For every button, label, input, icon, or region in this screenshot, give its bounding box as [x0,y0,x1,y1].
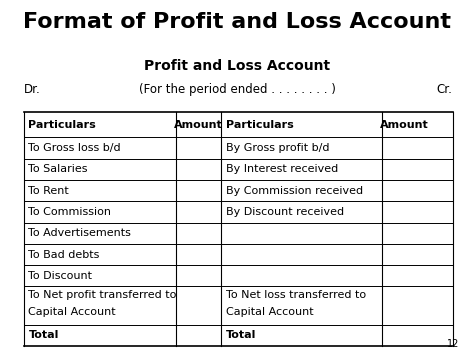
Text: To Rent: To Rent [28,186,69,196]
Text: To Net loss transferred to: To Net loss transferred to [226,290,366,300]
Text: Amount: Amount [174,120,223,130]
Text: To Advertisements: To Advertisements [28,228,131,238]
Text: Cr.: Cr. [437,83,453,97]
Text: Amount: Amount [380,120,429,130]
Text: Capital Account: Capital Account [226,307,313,317]
Text: To Bad debts: To Bad debts [28,250,100,260]
Text: 12: 12 [447,339,460,349]
Text: Format of Profit and Loss Account: Format of Profit and Loss Account [23,12,451,32]
Text: Profit and Loss Account: Profit and Loss Account [144,59,330,72]
Text: To Salaries: To Salaries [28,164,88,174]
Text: Total: Total [226,331,256,340]
Text: Capital Account: Capital Account [28,307,116,317]
Text: (For the period ended . . . . . . . . ): (For the period ended . . . . . . . . ) [138,83,336,97]
Text: Particulars: Particulars [226,120,293,130]
Text: To Commission: To Commission [28,207,111,217]
Text: To Discount: To Discount [28,271,92,281]
Text: To Gross loss b/d: To Gross loss b/d [28,143,121,153]
Text: By Interest received: By Interest received [226,164,338,174]
Text: Total: Total [28,331,59,340]
Text: Particulars: Particulars [28,120,96,130]
Text: Dr.: Dr. [24,83,40,97]
Text: By Discount received: By Discount received [226,207,344,217]
Text: By Gross profit b/d: By Gross profit b/d [226,143,329,153]
Text: By Commission received: By Commission received [226,186,363,196]
Text: To Net profit transferred to: To Net profit transferred to [28,290,177,300]
